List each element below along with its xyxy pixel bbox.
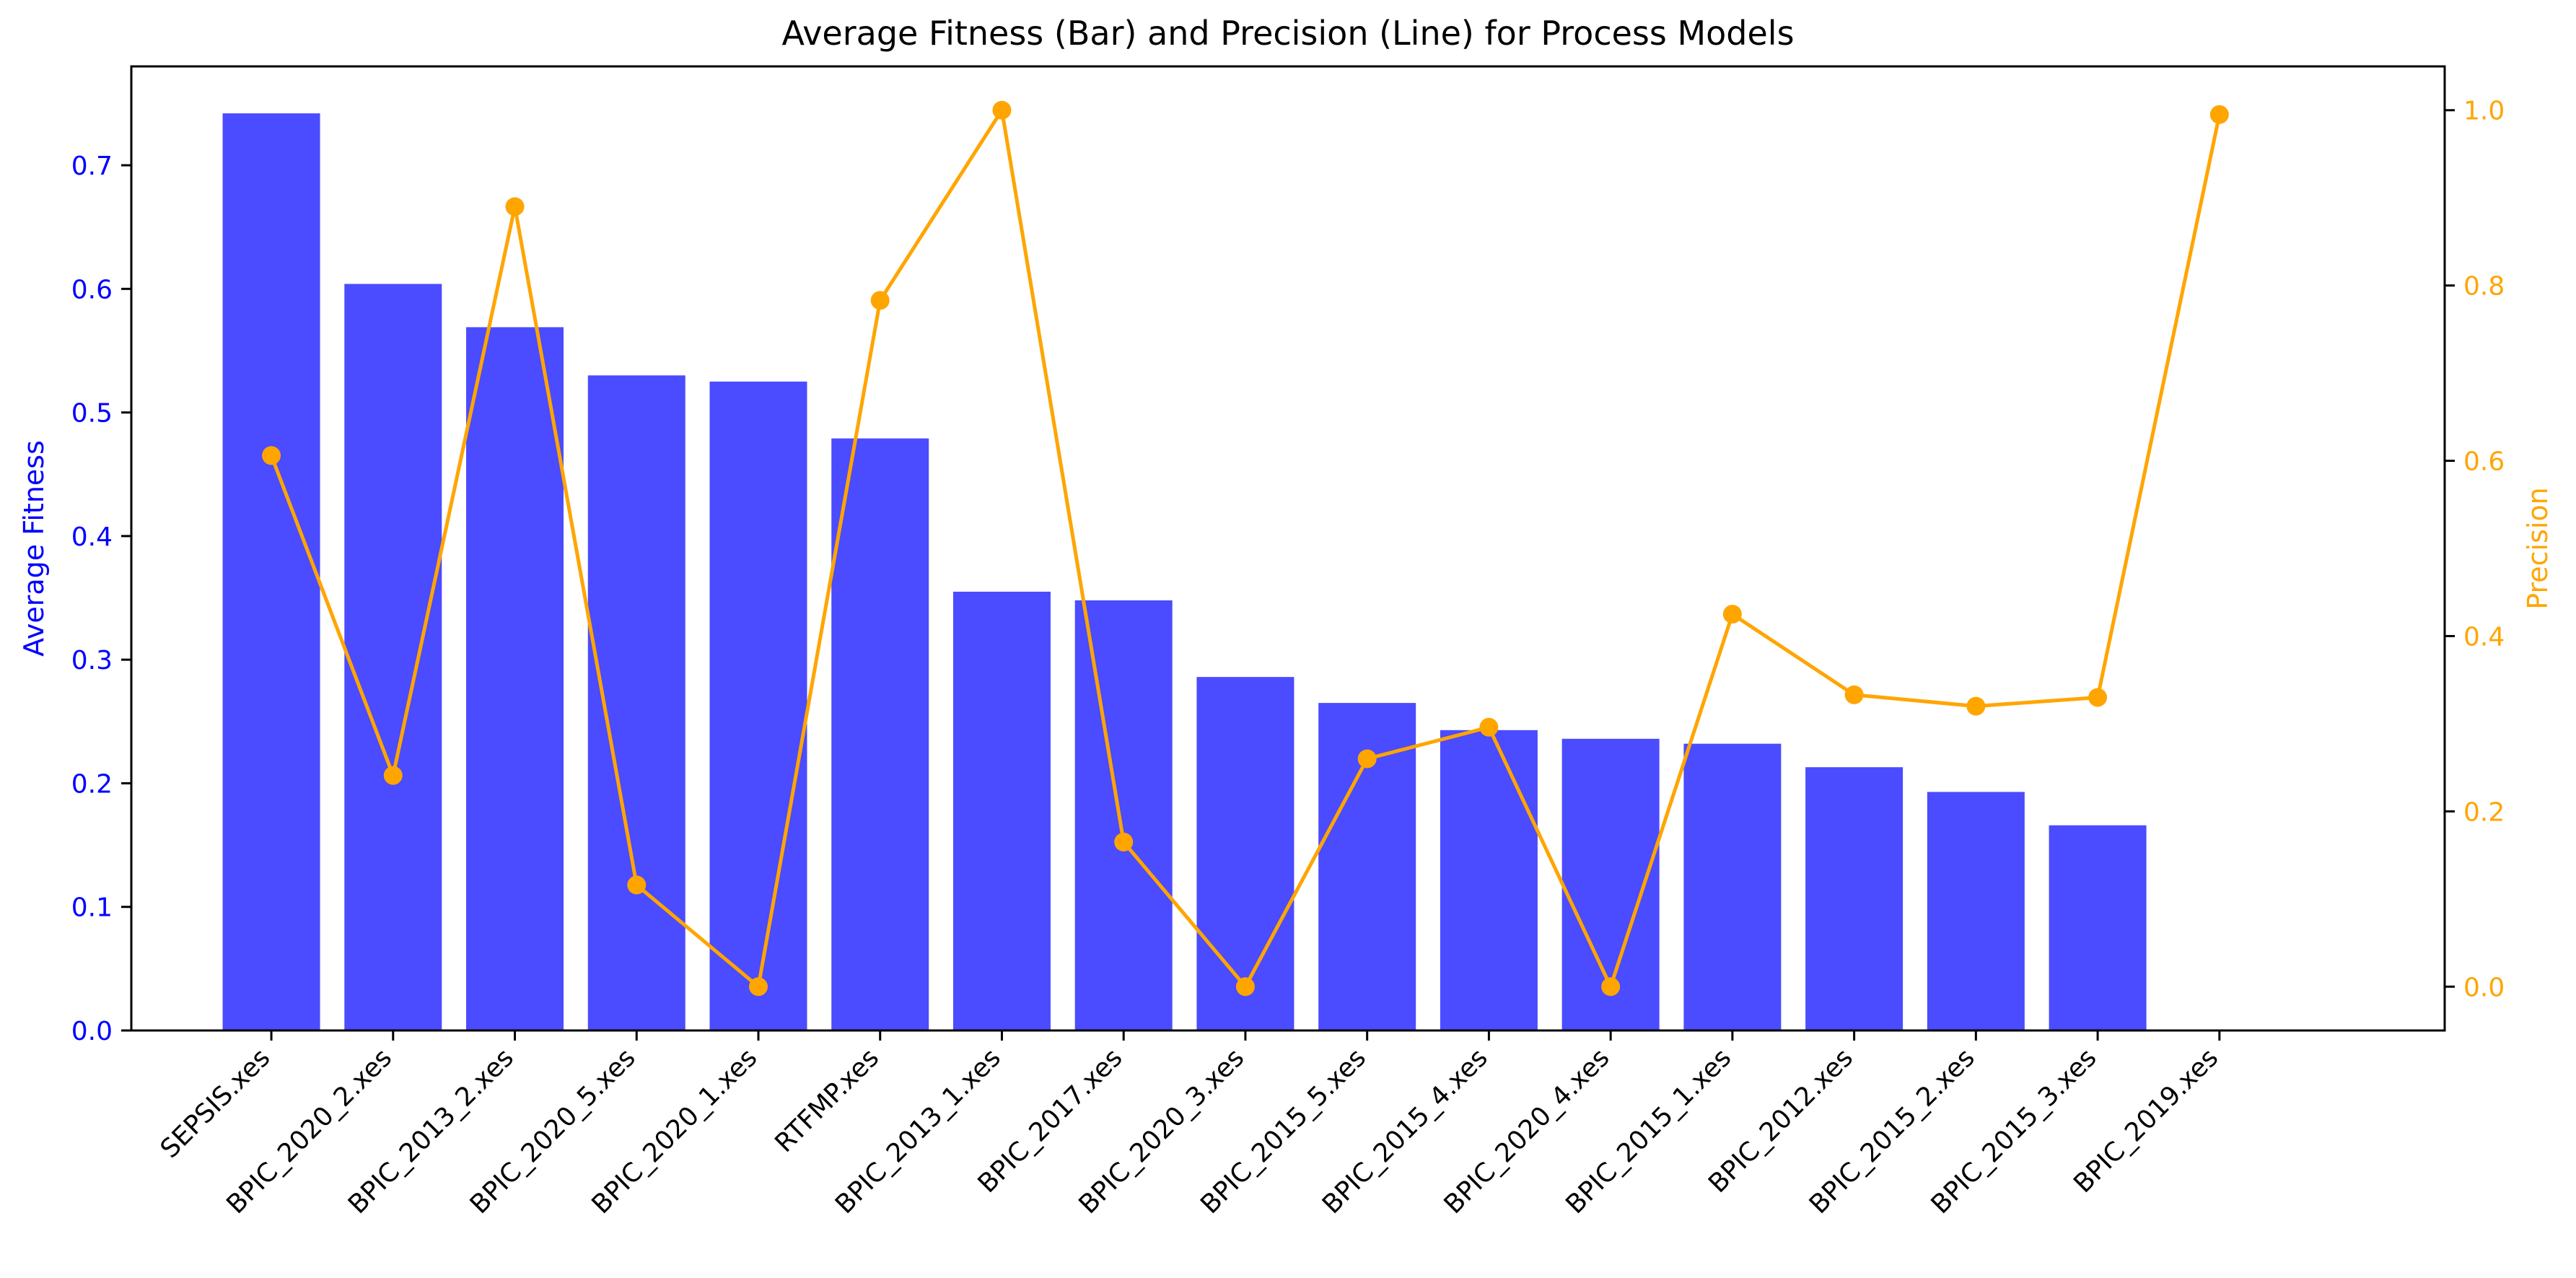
fitness-bar: [1683, 743, 1782, 1030]
precision-point: [1114, 832, 1134, 852]
precision-point: [2209, 105, 2229, 124]
precision-line-layer: [262, 100, 2229, 997]
y-right-tick-label: 0.8: [2463, 272, 2505, 302]
fitness-bar: [709, 381, 807, 1030]
precision-point: [627, 875, 647, 895]
y-left-tick-label: 0.0: [71, 1017, 113, 1046]
y-right-tick-label: 0.4: [2463, 622, 2505, 652]
precision-point: [1235, 977, 1255, 997]
fitness-bar: [952, 591, 1051, 1030]
precision-point: [383, 766, 403, 785]
fitness-bar: [344, 284, 442, 1030]
y-right-tick-label: 0.0: [2463, 973, 2505, 1002]
precision-point: [1357, 749, 1377, 769]
y-left-tick-label: 0.7: [71, 152, 113, 181]
fitness-bar: [1074, 600, 1173, 1030]
fitness-bar: [222, 113, 320, 1031]
plot-frame: [130, 65, 2446, 1032]
y-right-tick-label: 1.0: [2463, 97, 2505, 126]
precision-point: [1844, 685, 1864, 704]
y-left-axis-label: Average Fitness: [18, 440, 50, 657]
fitness-bar: [2049, 825, 2147, 1030]
y-left-tick-label: 0.5: [71, 399, 113, 429]
fitness-bar: [466, 327, 564, 1030]
precision-point: [262, 446, 281, 465]
fitness-bar: [831, 438, 929, 1030]
precision-point: [748, 977, 768, 997]
precision-point: [870, 291, 890, 310]
precision-point: [992, 100, 1012, 120]
fitness-bar: [1196, 677, 1294, 1030]
precision-point: [1479, 717, 1499, 737]
fitness-bar: [1440, 730, 1538, 1030]
chart-title: Average Fitness (Bar) and Precision (Lin…: [781, 14, 1794, 53]
precision-point: [1966, 696, 1986, 716]
y-left-tick-label: 0.6: [71, 275, 113, 305]
y-right-axis-label: Precision: [2522, 487, 2554, 610]
y-left-tick-label: 0.1: [71, 893, 113, 923]
precision-point: [505, 197, 525, 216]
fitness-bar: [1805, 767, 1903, 1030]
precision-point: [2088, 688, 2108, 707]
y-left-tick-label: 0.4: [71, 522, 113, 552]
precision-point: [1601, 977, 1621, 997]
y-left-tick-label: 0.2: [71, 769, 113, 799]
y-right-tick-label: 0.2: [2463, 797, 2505, 827]
y-left-tick-label: 0.3: [71, 646, 113, 675]
y-right-tick-label: 0.6: [2463, 447, 2505, 477]
fitness-bar: [1927, 792, 2025, 1030]
precision-point: [1722, 605, 1742, 624]
